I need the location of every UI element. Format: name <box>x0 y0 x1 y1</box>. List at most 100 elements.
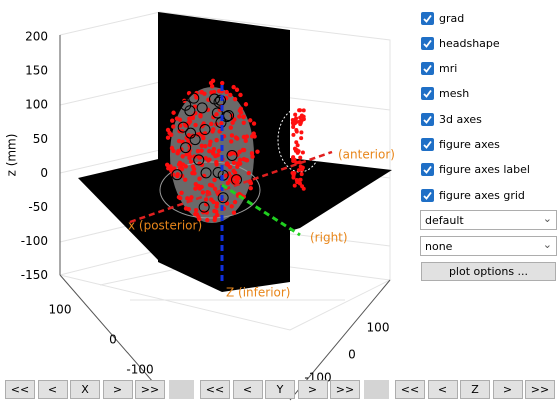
nav-button[interactable]: X <box>70 380 100 399</box>
sensor-dot <box>229 204 234 209</box>
nav-button[interactable]: << <box>5 380 35 399</box>
nav-button[interactable]: >> <box>525 380 555 399</box>
sensor-dot <box>208 139 213 144</box>
sensor-dot <box>243 157 249 163</box>
axis-annotation: x (posterior) <box>128 219 202 233</box>
sensor-dot <box>183 164 188 169</box>
sensor-dot <box>193 122 198 128</box>
dropdown-arrow[interactable]: ⌄ <box>542 238 552 251</box>
check-mark <box>423 115 432 124</box>
sensor-dot <box>298 164 303 169</box>
checkbox[interactable]: mesh <box>421 86 469 102</box>
plot-options-button[interactable]: plot options ... <box>421 262 556 281</box>
check-mark <box>423 65 432 73</box>
nav-button[interactable]: < <box>232 380 263 399</box>
axis-x <box>129 150 333 224</box>
checkbox[interactable]: mri <box>421 61 457 77</box>
sensor-dot <box>231 160 237 165</box>
sensor-dot <box>298 155 303 160</box>
sensor-dot <box>292 119 297 124</box>
sensor-dot <box>199 184 204 190</box>
sensor-coil <box>200 167 212 179</box>
checkbox[interactable]: figure axes grid <box>421 187 525 203</box>
checkbox-box[interactable] <box>421 62 434 76</box>
nav-button[interactable]: < <box>37 380 68 399</box>
sensor-dot <box>243 138 248 144</box>
checkbox[interactable]: headshape <box>421 35 500 51</box>
sensor-dot <box>199 162 205 168</box>
sensor-coil <box>212 167 224 179</box>
sensor-dot <box>219 121 224 126</box>
nav-button[interactable]: << <box>395 380 425 399</box>
checkbox-box[interactable] <box>421 163 434 177</box>
sensor-coil <box>211 107 223 119</box>
nav-button[interactable]: << <box>200 380 230 399</box>
dropdown-arrow[interactable]: ⌄ <box>542 212 552 225</box>
checkbox-label: headshape <box>439 36 500 50</box>
dropdown[interactable]: default ⌄ <box>420 210 557 230</box>
sensor-dot <box>169 145 175 151</box>
sensor-dot <box>188 159 194 164</box>
checkbox-label: grad <box>439 11 465 25</box>
check-mark <box>423 14 432 23</box>
checkbox[interactable]: grad <box>421 10 464 26</box>
sensor-dot <box>229 139 234 144</box>
checkbox-box[interactable] <box>421 138 434 151</box>
sensor-dot <box>187 116 192 121</box>
nav-button[interactable]: >> <box>135 380 165 399</box>
sensor-dot <box>294 140 299 145</box>
sensor-dot <box>209 197 214 202</box>
sensor-dot <box>200 190 206 195</box>
nav-button[interactable]: > <box>492 380 523 399</box>
nav-button[interactable]: >> <box>330 380 360 399</box>
checkbox-box[interactable] <box>421 11 434 25</box>
nav-button[interactable]: Y <box>265 380 295 399</box>
checkbox-box[interactable] <box>421 112 434 126</box>
sensor-dot <box>199 148 204 153</box>
sensor-dot <box>177 128 182 134</box>
checkbox[interactable]: 3d axes <box>421 111 482 127</box>
axis-annotation: (anterior) <box>338 148 395 162</box>
sensor-dot <box>212 177 217 183</box>
sensor-dot <box>297 177 302 182</box>
sensor-dot <box>176 138 182 144</box>
sensor-coil <box>188 92 200 104</box>
sensor-dot <box>210 183 215 188</box>
sensor-dot <box>227 164 233 170</box>
sensor-dot <box>209 121 214 127</box>
nav-button[interactable]: > <box>297 380 328 399</box>
checkbox-box[interactable] <box>421 36 434 50</box>
sensor-dot <box>193 186 198 191</box>
checkbox[interactable]: figure axes label <box>421 162 530 178</box>
sensor-dot <box>183 206 189 211</box>
sensor-dot <box>209 84 215 89</box>
sensor-coil <box>193 154 205 166</box>
check-mark <box>423 191 432 200</box>
checkbox[interactable]: figure axes <box>421 137 500 153</box>
nav-button[interactable]: > <box>102 380 133 399</box>
sensor-dot <box>168 164 173 169</box>
sensor-dot <box>228 92 233 98</box>
dropdown[interactable]: none ⌄ <box>420 236 557 256</box>
sensor-dot <box>299 136 304 141</box>
sensor-dot <box>190 164 196 169</box>
sensor-dot <box>301 186 306 191</box>
sensor-dot <box>251 121 257 126</box>
z-tick-label: -100 <box>21 234 48 248</box>
sensor-dot <box>170 172 176 177</box>
sensor-dot <box>184 152 189 157</box>
sensor-dot <box>241 120 246 125</box>
checkbox-box[interactable] <box>421 188 434 202</box>
checkbox-box[interactable] <box>421 87 434 101</box>
sensor-dot <box>203 144 208 149</box>
x-tick-label: 100 <box>49 303 72 317</box>
headshape-outline <box>159 161 261 219</box>
sensor-dot <box>197 216 202 222</box>
nav-button[interactable]: < <box>427 380 458 399</box>
nav-button[interactable]: Z <box>460 380 490 399</box>
sensor-dot <box>243 102 249 107</box>
sensor-dot <box>212 208 217 214</box>
z-tick-label: -150 <box>21 268 48 282</box>
sensor-dot <box>301 108 306 113</box>
